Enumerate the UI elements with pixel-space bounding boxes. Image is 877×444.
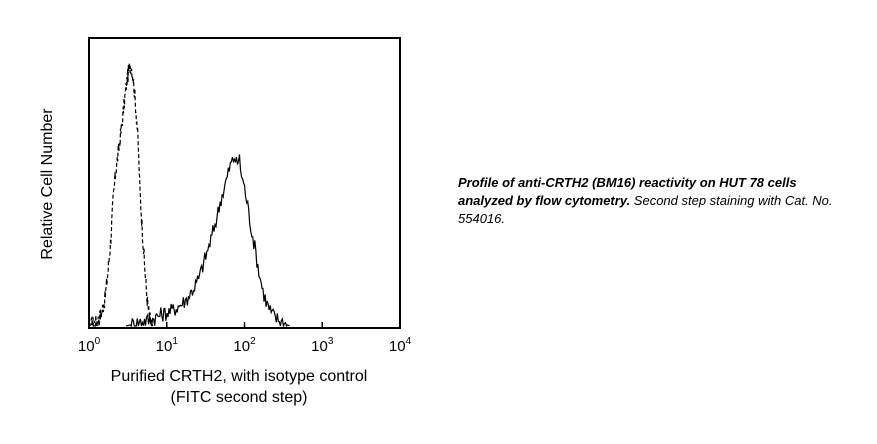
- x-axis-label-line2: (FITC second step): [171, 389, 308, 406]
- x-tick-label: 101: [156, 336, 179, 355]
- y-axis-label: Relative Cell Number: [39, 108, 56, 260]
- x-axis-ticks: 100 101 102 103 104: [78, 322, 412, 355]
- x-axis-label-line1: Purified CRTH2, with isotype control: [111, 368, 368, 385]
- x-tick-label: 103: [311, 336, 334, 355]
- crth2-histogram: [125, 154, 290, 329]
- figure-caption: Profile of anti-CRTH2 (BM16) reactivity …: [458, 174, 838, 228]
- plot-marks: [88, 62, 290, 329]
- caption-bold-text: Profile of anti-CRTH2 (BM16) reactivity …: [458, 175, 797, 208]
- x-tick-label: 102: [233, 336, 256, 355]
- x-tick-label: 100: [78, 336, 101, 355]
- caption-normal-text: Second step staining with Cat. No. 55401…: [458, 193, 833, 226]
- x-tick-label: 104: [389, 336, 412, 355]
- isotype-control-histogram: [88, 62, 154, 328]
- plot-frame: [88, 37, 401, 329]
